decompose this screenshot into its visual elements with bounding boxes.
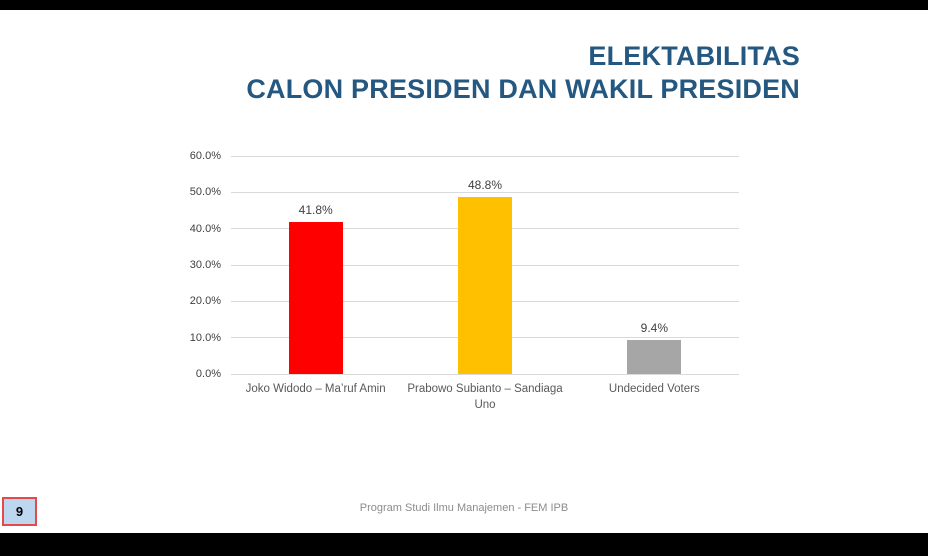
bar-value-label: 9.4%: [640, 320, 669, 335]
gridline: [231, 155, 739, 157]
slide-title: ELEKTABILITAS CALON PRESIDEN DAN WAKIL P…: [246, 40, 800, 106]
x-category-label: Prabowo Subianto – Sandiaga Uno: [407, 383, 563, 411]
slide-title-line2: CALON PRESIDEN DAN WAKIL PRESIDEN: [246, 74, 800, 104]
bar: [288, 222, 343, 374]
gridline: [231, 191, 739, 193]
y-tick-label: 60.0%: [189, 150, 221, 162]
y-tick-label: 30.0%: [189, 259, 221, 271]
top-letterbox-bar: [0, 0, 928, 10]
y-tick-label: 40.0%: [189, 222, 221, 235]
page-number-box: 9: [2, 497, 37, 526]
y-tick-label: 0.0%: [195, 368, 221, 380]
page-number: 9: [15, 504, 24, 519]
bar-value-label: 41.8%: [298, 203, 333, 218]
bar: [627, 339, 682, 374]
y-tick-label: 10.0%: [189, 331, 221, 344]
bar: [458, 196, 512, 374]
x-category-label: Joko Widodo – Ma’ruf Amin: [245, 383, 386, 395]
y-tick-label: 20.0%: [189, 295, 221, 308]
bottom-letterbox-bar: [0, 533, 928, 556]
x-category-label: Undecided Voters: [608, 383, 700, 395]
footer-text: Program Studi Ilmu Manajemen - FEM IPB: [359, 502, 569, 514]
bar-chart-plot: 0.0% 10.0% 20.0% 30.0% 40.0% 50.0% 60.0% 41.8% J…: [190, 150, 739, 411]
y-tick-label: 50.0%: [189, 186, 221, 199]
slide-title-line1: ELEKTABILITAS: [588, 41, 800, 71]
gridline: [231, 373, 739, 375]
bar-value-label: 48.8%: [467, 177, 503, 192]
